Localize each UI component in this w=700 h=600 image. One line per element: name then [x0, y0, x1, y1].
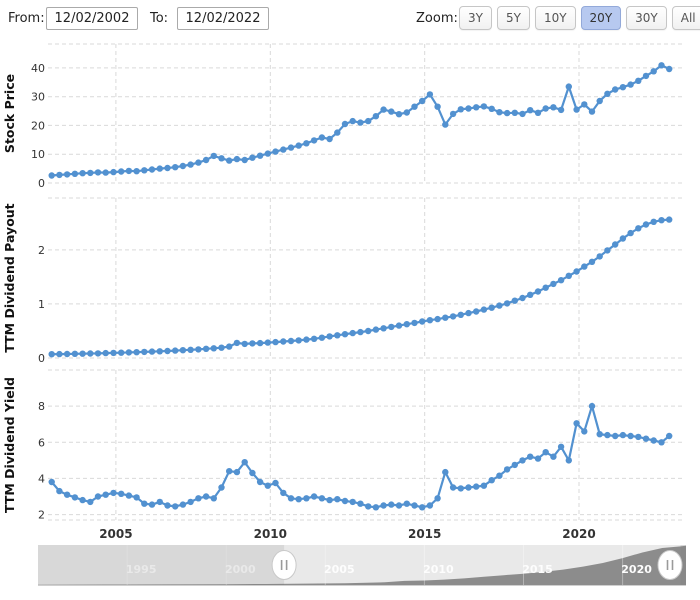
x-tick-label: 2020	[562, 527, 595, 541]
zoom-button-5y[interactable]: 5Y	[496, 6, 530, 30]
y-tick-label: 0	[38, 352, 45, 365]
navigator-year-label: 2010	[423, 563, 454, 576]
y-tick-label: 2	[38, 509, 45, 522]
y-axis-title: Stock Price	[2, 74, 17, 153]
y-tick-label: 2	[38, 244, 45, 257]
zoom-button-30y[interactable]: 30Y	[626, 6, 667, 30]
zoom-label: Zoom:	[416, 11, 458, 26]
y-tick-label: 8	[38, 400, 45, 413]
data-points	[48, 62, 673, 179]
y-tick-label: 4	[38, 472, 45, 485]
y-tick-label: 6	[38, 436, 45, 449]
navigator-year-label: 2015	[522, 563, 553, 576]
zoom-button-group: 3Y 5Y 10Y 20Y 30Y All	[459, 6, 700, 30]
x-tick-label: 2010	[254, 527, 287, 541]
navigator-mask-right	[680, 545, 686, 585]
y-tick-label: 10	[31, 148, 45, 161]
navigator-mask-left	[38, 545, 285, 585]
x-tick-label: 2005	[99, 527, 132, 541]
range-navigator-canvas[interactable]: 1995 2000 2005 2010 2015 2020	[38, 545, 686, 585]
zoom-button-10y[interactable]: 10Y	[534, 6, 576, 30]
x-tick-label: 2015	[408, 527, 441, 541]
handle-circle-icon	[657, 550, 683, 580]
zoom-button-3y[interactable]: 3Y	[459, 6, 492, 30]
y-axis-title: TTM Dividend Payout	[2, 203, 17, 352]
to-label: To:	[150, 11, 169, 26]
y-tick-label: 0	[38, 177, 45, 190]
stock-price-chart[interactable]: 0 10 20 30 40 Stock Price	[0, 37, 700, 193]
navigator-area	[38, 545, 686, 585]
from-date-input[interactable]	[46, 7, 138, 30]
navigator-year-label: 1995	[126, 563, 157, 576]
to-date-input[interactable]	[177, 7, 269, 30]
navigator-handle-left[interactable]	[271, 550, 297, 580]
data-points	[48, 402, 673, 511]
range-navigator[interactable]: 1995 2000 2005 2010 2015 2020	[38, 545, 686, 586]
handle-circle-icon	[271, 550, 297, 580]
from-label: From:	[8, 11, 45, 26]
y-axis-title: TTM Dividend Yield	[2, 377, 17, 513]
zoom-button-all[interactable]: All	[671, 6, 700, 30]
navigator-year-label: 2020	[621, 563, 652, 576]
navigator-handle-right[interactable]	[657, 550, 683, 580]
y-tick-label: 1	[38, 298, 45, 311]
zoom-button-20y[interactable]: 20Y	[580, 6, 622, 30]
navigator-year-label: 2000	[225, 563, 256, 576]
dividend-yield-chart[interactable]: 2 4 6 8 TTM Dividend Yield 2005 2010 2015 2020	[0, 365, 700, 545]
dividend-payout-chart[interactable]: 0 1 2 TTM Dividend Payout	[0, 193, 700, 365]
navigator-year-label: 2005	[324, 563, 355, 576]
y-tick-label: 40	[31, 62, 45, 75]
data-points	[48, 216, 673, 358]
y-tick-label: 30	[31, 91, 45, 104]
y-tick-label: 20	[31, 119, 45, 132]
